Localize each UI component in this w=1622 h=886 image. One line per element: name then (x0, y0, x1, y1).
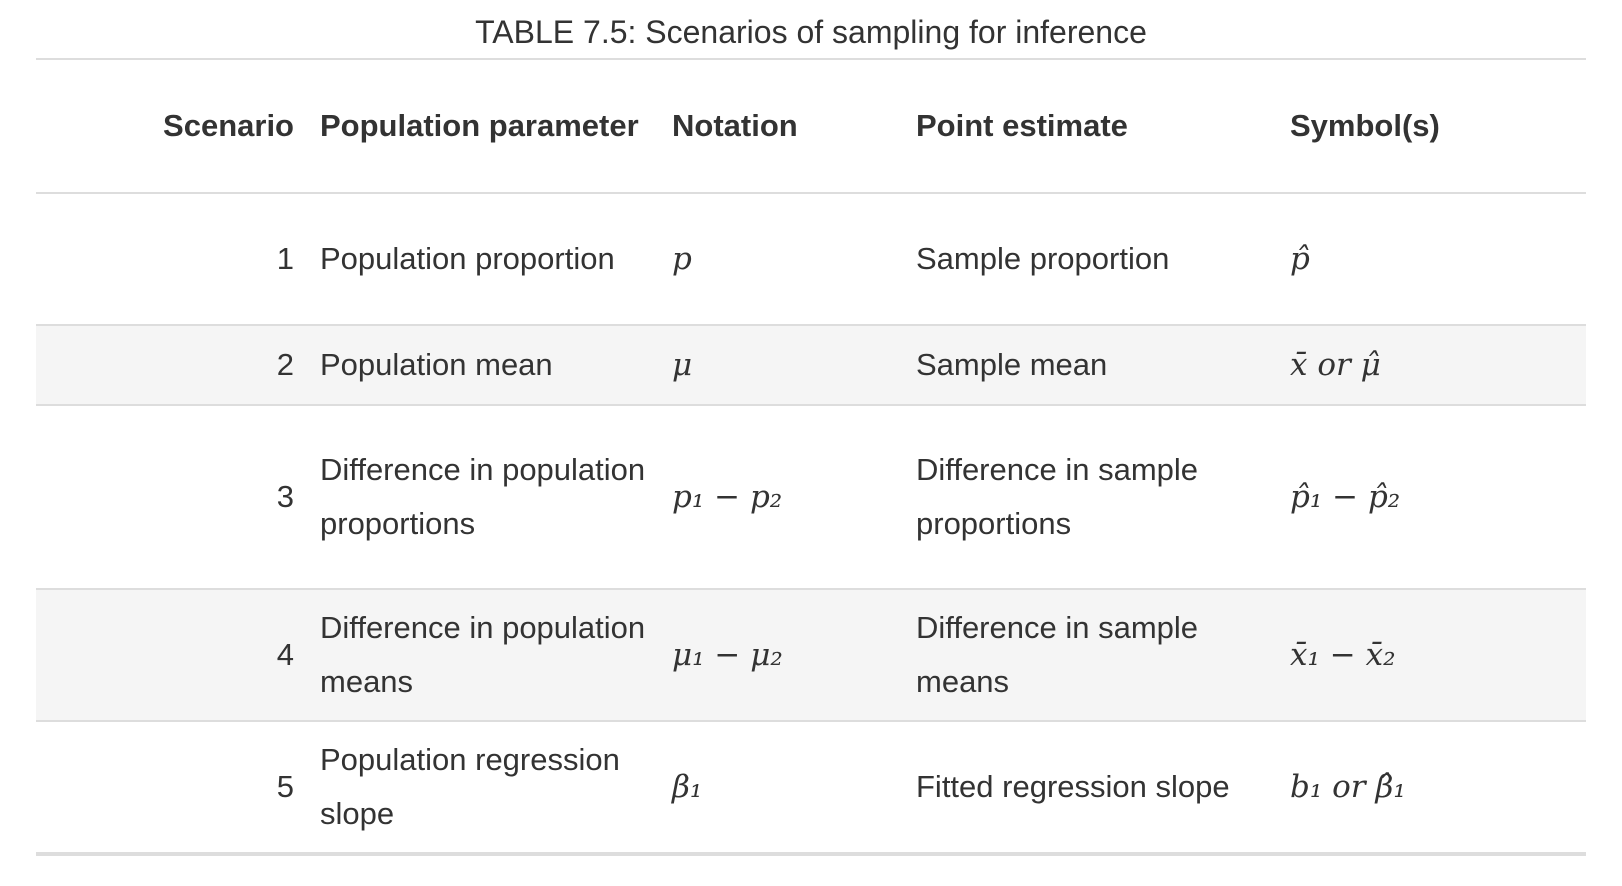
table-row: 5 Population regression slope β₁ Fitted … (36, 720, 1586, 854)
symbols-cell: x̄ or μ̂ (1278, 324, 1586, 405)
estimate-cell: Sample mean (904, 324, 1278, 405)
scenario-cell: 2 (36, 324, 308, 405)
scenario-cell: 4 (36, 588, 308, 721)
scenario-cell: 3 (36, 404, 308, 589)
parameter-cell: Population regression slope (308, 720, 660, 854)
notation-cell: μ₁ − μ₂ (660, 588, 904, 721)
inference-scenarios-table: Scenario Population parameter Notation P… (36, 58, 1586, 856)
parameter-cell: Difference in population means (308, 588, 660, 721)
notation-cell: μ (660, 324, 904, 405)
symbols-cell: b₁ or β̂₁ (1278, 720, 1586, 854)
notation-cell: p₁ − p₂ (660, 404, 904, 589)
symbols-cell: x̄₁ − x̄₂ (1278, 588, 1586, 721)
column-header-population-parameter: Population parameter (320, 108, 639, 143)
symbols-cell: p̂₁ − p̂₂ (1278, 404, 1586, 589)
column-header-point-estimate: Point estimate (916, 108, 1128, 143)
table-row: 2 Population mean μ Sample mean x̄ or μ̂ (36, 324, 1586, 405)
estimate-cell: Fitted regression slope (904, 720, 1278, 854)
column-header-notation: Notation (672, 108, 798, 143)
column-header-scenario: Scenario (163, 108, 294, 143)
parameter-cell: Population mean (308, 324, 660, 405)
header-row: Scenario Population parameter Notation P… (36, 59, 1586, 193)
scenario-cell: 5 (36, 720, 308, 854)
notation-cell: p (660, 192, 904, 325)
scenario-cell: 1 (36, 192, 308, 325)
parameter-cell: Population proportion (308, 192, 660, 325)
estimate-cell: Difference in sample proportions (904, 404, 1278, 589)
table-row: 3 Difference in population proportions p… (36, 404, 1586, 589)
parameter-cell: Difference in population proportions (308, 404, 660, 589)
table-row: 1 Population proportion p Sample proport… (36, 192, 1586, 325)
table-row: 4 Difference in population means μ₁ − μ₂… (36, 588, 1586, 721)
column-header-symbols: Symbol(s) (1290, 108, 1440, 143)
estimate-cell: Sample proportion (904, 192, 1278, 325)
symbols-cell: p̂ (1278, 192, 1586, 325)
estimate-cell: Difference in sample means (904, 588, 1278, 721)
table-caption: TABLE 7.5: Scenarios of sampling for inf… (475, 14, 1147, 50)
notation-cell: β₁ (660, 720, 904, 854)
